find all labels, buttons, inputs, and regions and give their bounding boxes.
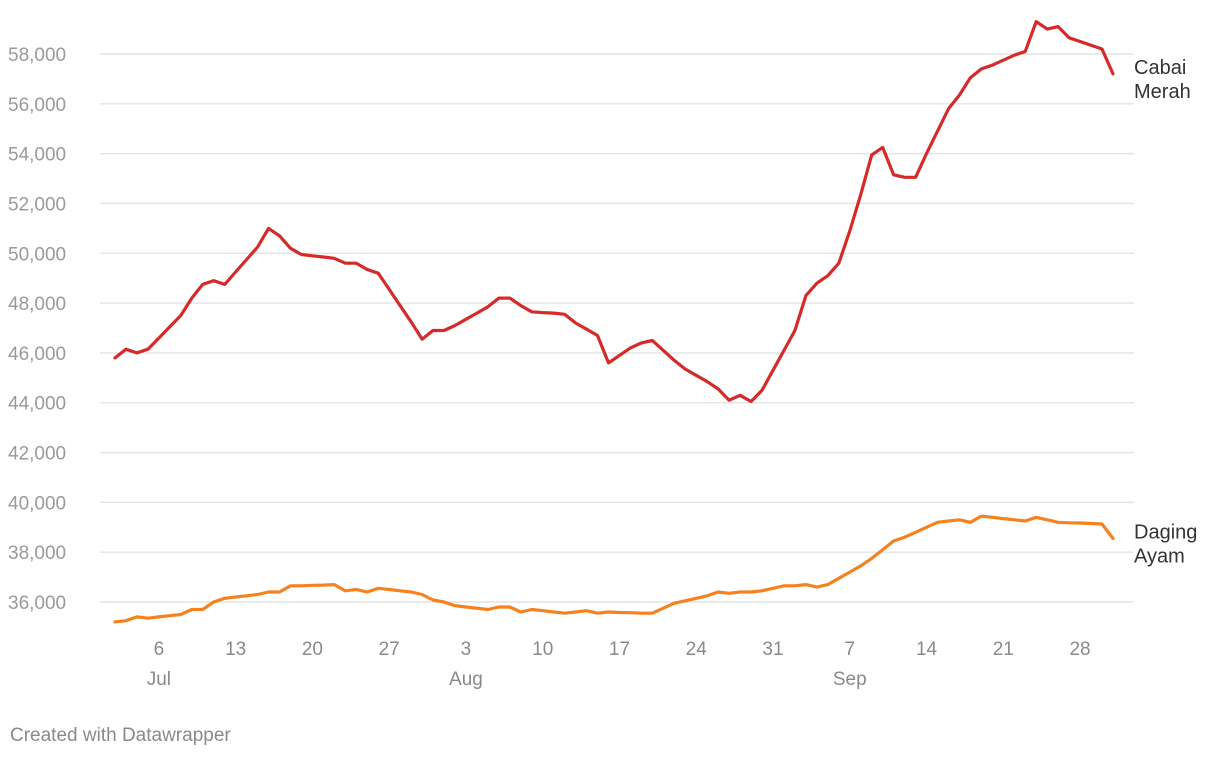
x-tick-label: 10: [532, 639, 553, 660]
x-tick-label: 21: [993, 639, 1014, 660]
x-tick-label: 20: [302, 639, 323, 660]
y-tick-label: 36,000: [8, 593, 66, 614]
y-tick-label: 44,000: [8, 394, 66, 415]
grid-lines: [100, 53, 1134, 603]
y-tick-label: 58,000: [8, 45, 66, 66]
y-tick-label: 46,000: [8, 344, 66, 365]
x-tick-label: 6: [154, 639, 165, 660]
y-tick-label: 48,000: [8, 294, 66, 315]
x-axis-ticks: 6 Jul 13 20 27 3 Aug 10 17 24 31 7 Sep 14 21 28: [147, 639, 1091, 690]
series-label: Ayam: [1134, 545, 1185, 567]
y-tick-label: 42,000: [8, 444, 66, 465]
y-tick-label: 56,000: [8, 95, 66, 116]
x-month-label: Sep: [833, 669, 867, 690]
series-line-daging-ayam: [113, 514, 1115, 624]
series-label: Daging: [1134, 521, 1197, 543]
series-line-cabai-merah: [113, 20, 1115, 404]
y-tick-label: 54,000: [8, 145, 66, 166]
line-chart: 36,000 38,000 40,000 42,000 44,000 46,000 48,0…: [8, 20, 1197, 690]
y-axis-ticks: 36,000 38,000 40,000 42,000 44,000 46,000 48,0…: [8, 45, 66, 614]
footer-credit: Created with Datawrapper: [10, 725, 231, 746]
x-tick-label: 27: [379, 639, 400, 660]
y-tick-label: 40,000: [8, 493, 66, 514]
x-tick-label: 24: [686, 639, 708, 660]
y-tick-label: 52,000: [8, 194, 66, 215]
x-tick-label: 17: [609, 639, 630, 660]
x-tick-label: 13: [225, 639, 246, 660]
series-label: Merah: [1134, 81, 1191, 103]
x-tick-label: 3: [461, 639, 472, 660]
x-tick-label: 7: [844, 639, 855, 660]
x-tick-label: 31: [762, 639, 783, 660]
x-tick-label: 28: [1069, 639, 1090, 660]
series-label: Cabai: [1134, 57, 1186, 79]
series-lines: [113, 20, 1115, 624]
y-tick-label: 38,000: [8, 543, 66, 564]
x-tick-label: 14: [916, 639, 938, 660]
x-month-label: Jul: [147, 669, 171, 690]
y-tick-label: 50,000: [8, 244, 66, 265]
x-month-label: Aug: [449, 669, 483, 690]
